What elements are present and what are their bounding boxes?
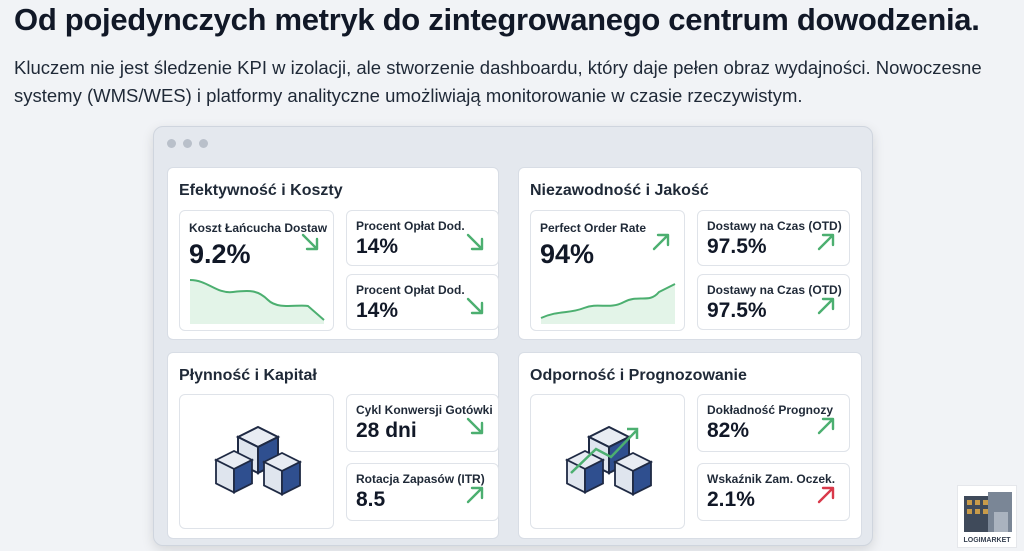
kpi-label: Dokładność Prognozy	[707, 403, 834, 417]
kpi-main-card[interactable]	[530, 394, 685, 529]
window-dot	[183, 139, 192, 148]
kpi-label: Dostawy na Czas (OTD)	[707, 219, 842, 233]
kpi-card[interactable]: Procent Opłat Dod. 14%	[346, 210, 499, 266]
kpi-value: 2.1%	[707, 488, 755, 511]
kpi-label: Dostawy na Czas (OTD)	[707, 283, 842, 297]
panel-title: Płynność i Kapitał	[179, 367, 317, 384]
kpi-label: Rotacja Zapasów (ITR)	[356, 472, 485, 486]
kpi-label: Wskaźnik Zam. Oczek.	[707, 472, 836, 486]
boxes-icon	[213, 425, 303, 496]
kpi-value: 14%	[356, 235, 399, 258]
arrow-down-right-icon	[301, 233, 319, 251]
kpi-panel: Niezawodność i Jakość Perfect Order Rate …	[518, 167, 862, 340]
window-dot	[199, 139, 208, 148]
page-subtitle: Kluczem nie jest śledzenie KPI w izolacj…	[14, 57, 982, 106]
kpi-value: 94%	[540, 239, 595, 269]
kpi-card[interactable]: Cykl Konwersji Gotówki 28 dni	[346, 394, 499, 452]
kpi-card[interactable]: Wskaźnik Zam. Oczek. 2.1%	[697, 463, 850, 521]
kpi-label: Perfect Order Rate	[540, 221, 647, 235]
kpi-label: Koszt Łańcucha Dostaw	[189, 221, 328, 235]
kpi-value: 82%	[707, 419, 750, 442]
kpi-label: Procent Opłat Dod.	[356, 219, 465, 233]
kpi-value: 97.5%	[707, 299, 767, 322]
window-dot	[167, 139, 176, 148]
arrow-up-right-icon	[652, 233, 670, 251]
arrow-up-right-icon	[817, 486, 835, 504]
arrow-up-right-icon	[817, 417, 835, 435]
arrow-up-right-icon	[817, 233, 835, 251]
kpi-value: 28 dni	[356, 419, 417, 442]
kpi-value: 14%	[356, 299, 399, 322]
kpi-value: 8.5	[356, 488, 386, 511]
kpi-card[interactable]: Dostawy na Czas (OTD) 97.5%	[697, 274, 850, 330]
kpi-panel: Płynność i Kapitał Cykl Konwersji Gotówk…	[167, 352, 499, 539]
panel-title: Niezawodność i Jakość	[530, 182, 709, 199]
arrow-up-right-icon	[466, 486, 484, 504]
logimarket-logo: LOGIMARKET	[957, 485, 1017, 548]
panel-title: Odporność i Prognozowanie	[530, 367, 747, 384]
panel-title: Efektywność i Koszty	[179, 182, 343, 199]
page-title: Od pojedynczych metryk do zintegrowanego…	[14, 2, 980, 37]
kpi-card[interactable]: Dostawy na Czas (OTD) 97.5%	[697, 210, 850, 266]
sparkline-chart	[189, 279, 325, 324]
building-icon	[964, 492, 1012, 532]
kpi-value: 9.2%	[189, 239, 251, 269]
kpi-card[interactable]: Rotacja Zapasów (ITR) 8.5	[346, 463, 499, 521]
kpi-card[interactable]: Dokładność Prognozy 82%	[697, 394, 850, 452]
arrow-down-right-icon	[466, 417, 484, 435]
arrow-up-right-icon	[817, 297, 835, 315]
kpi-label: Procent Opłat Dod.	[356, 283, 465, 297]
arrow-down-right-icon	[466, 233, 484, 251]
kpi-main-card[interactable]: Perfect Order Rate 94%	[530, 210, 685, 331]
kpi-main-card[interactable]	[179, 394, 334, 529]
kpi-label: Cykl Konwersji Gotówki	[356, 403, 493, 417]
sparkline-chart	[540, 283, 676, 324]
boxes-growth-icon	[564, 425, 654, 496]
kpi-panel: Efektywność i Koszty Koszt Łańcucha Dosta…	[167, 167, 499, 340]
kpi-main-card[interactable]: Koszt Łańcucha Dostaw 9.2%	[179, 210, 334, 331]
kpi-panel: Odporność i Prognozowanie Dokładność Pro…	[518, 352, 862, 539]
arrow-down-right-icon	[466, 297, 484, 315]
logo-text: LOGIMARKET	[963, 537, 1011, 544]
kpi-card[interactable]: Procent Opłat Dod. 14%	[346, 274, 499, 330]
kpi-value: 97.5%	[707, 235, 767, 258]
